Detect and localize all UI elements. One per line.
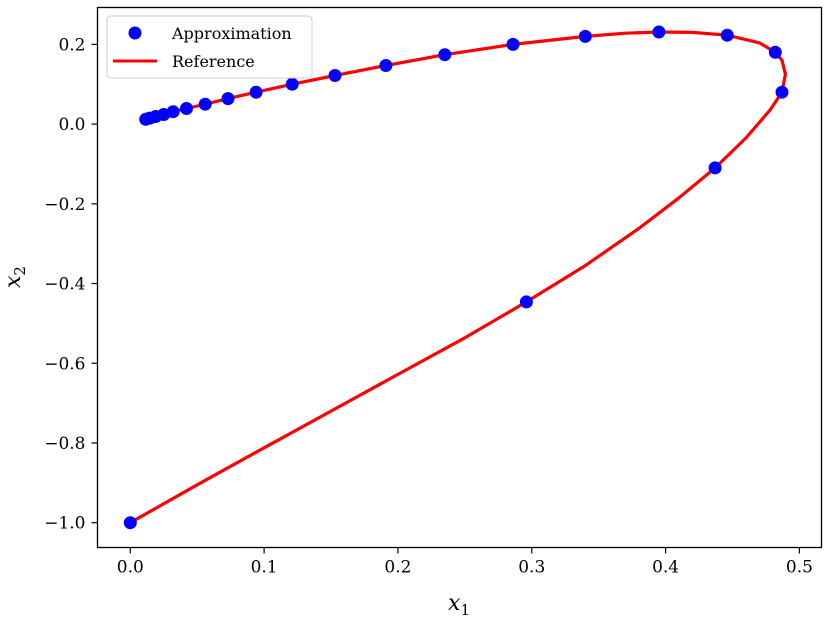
approximation-point (285, 77, 299, 91)
approximation-point (328, 69, 342, 82)
approximation-point (652, 25, 666, 39)
approximation-point (506, 37, 520, 51)
approximation-point (775, 85, 789, 99)
approximation-point (708, 161, 722, 175)
approximation-point (180, 102, 193, 115)
reference-curve (128, 30, 788, 525)
approximation-point (720, 28, 734, 42)
approximation-point (768, 45, 782, 59)
y-tick-label: 0.0 (58, 115, 85, 135)
approximation-point (379, 59, 393, 72)
y-tick-label: −0.4 (44, 275, 85, 295)
x-tick-label: 0.2 (384, 558, 411, 578)
x-tick-label: 0.0 (117, 558, 144, 578)
y-tick-label: −1.0 (44, 514, 85, 534)
approximation-point (519, 295, 533, 309)
legend-label-reference: Reference (172, 52, 255, 71)
x-axis-label: x1 (448, 591, 470, 617)
approximation-point (139, 112, 153, 126)
legend-label-approximation: Approximation (171, 24, 292, 43)
x-tick-label: 0.4 (652, 558, 679, 578)
x-tick-label: 0.1 (251, 558, 278, 578)
approximation-point (123, 516, 137, 530)
y-tick-label: −0.8 (44, 434, 85, 454)
y-axis-label: x2 (1, 266, 29, 288)
approximation-point (438, 48, 452, 62)
x-tick-label: 0.3 (518, 558, 545, 578)
approximation-point (578, 29, 592, 43)
series-layer (123, 25, 789, 530)
approximation-point (249, 85, 263, 99)
plot-frame (96, 6, 823, 549)
approximation-point (221, 92, 235, 106)
y-tick-label: −0.6 (44, 354, 85, 374)
y-tick-label: 0.2 (58, 35, 85, 55)
x-tick-label: 0.5 (786, 558, 813, 578)
ticks-layer: 0.0 0.1 0.2 0.3 0.4 0.5 −1.0 −0.8 −0.6 −0.4 −0.2 0.… (44, 35, 813, 577)
legend-frame (106, 15, 313, 79)
approximation-point (198, 97, 212, 111)
legend: Approximation Reference (106, 15, 313, 79)
legend-marker-approximation (128, 26, 142, 40)
y-tick-label: −0.2 (44, 195, 85, 215)
